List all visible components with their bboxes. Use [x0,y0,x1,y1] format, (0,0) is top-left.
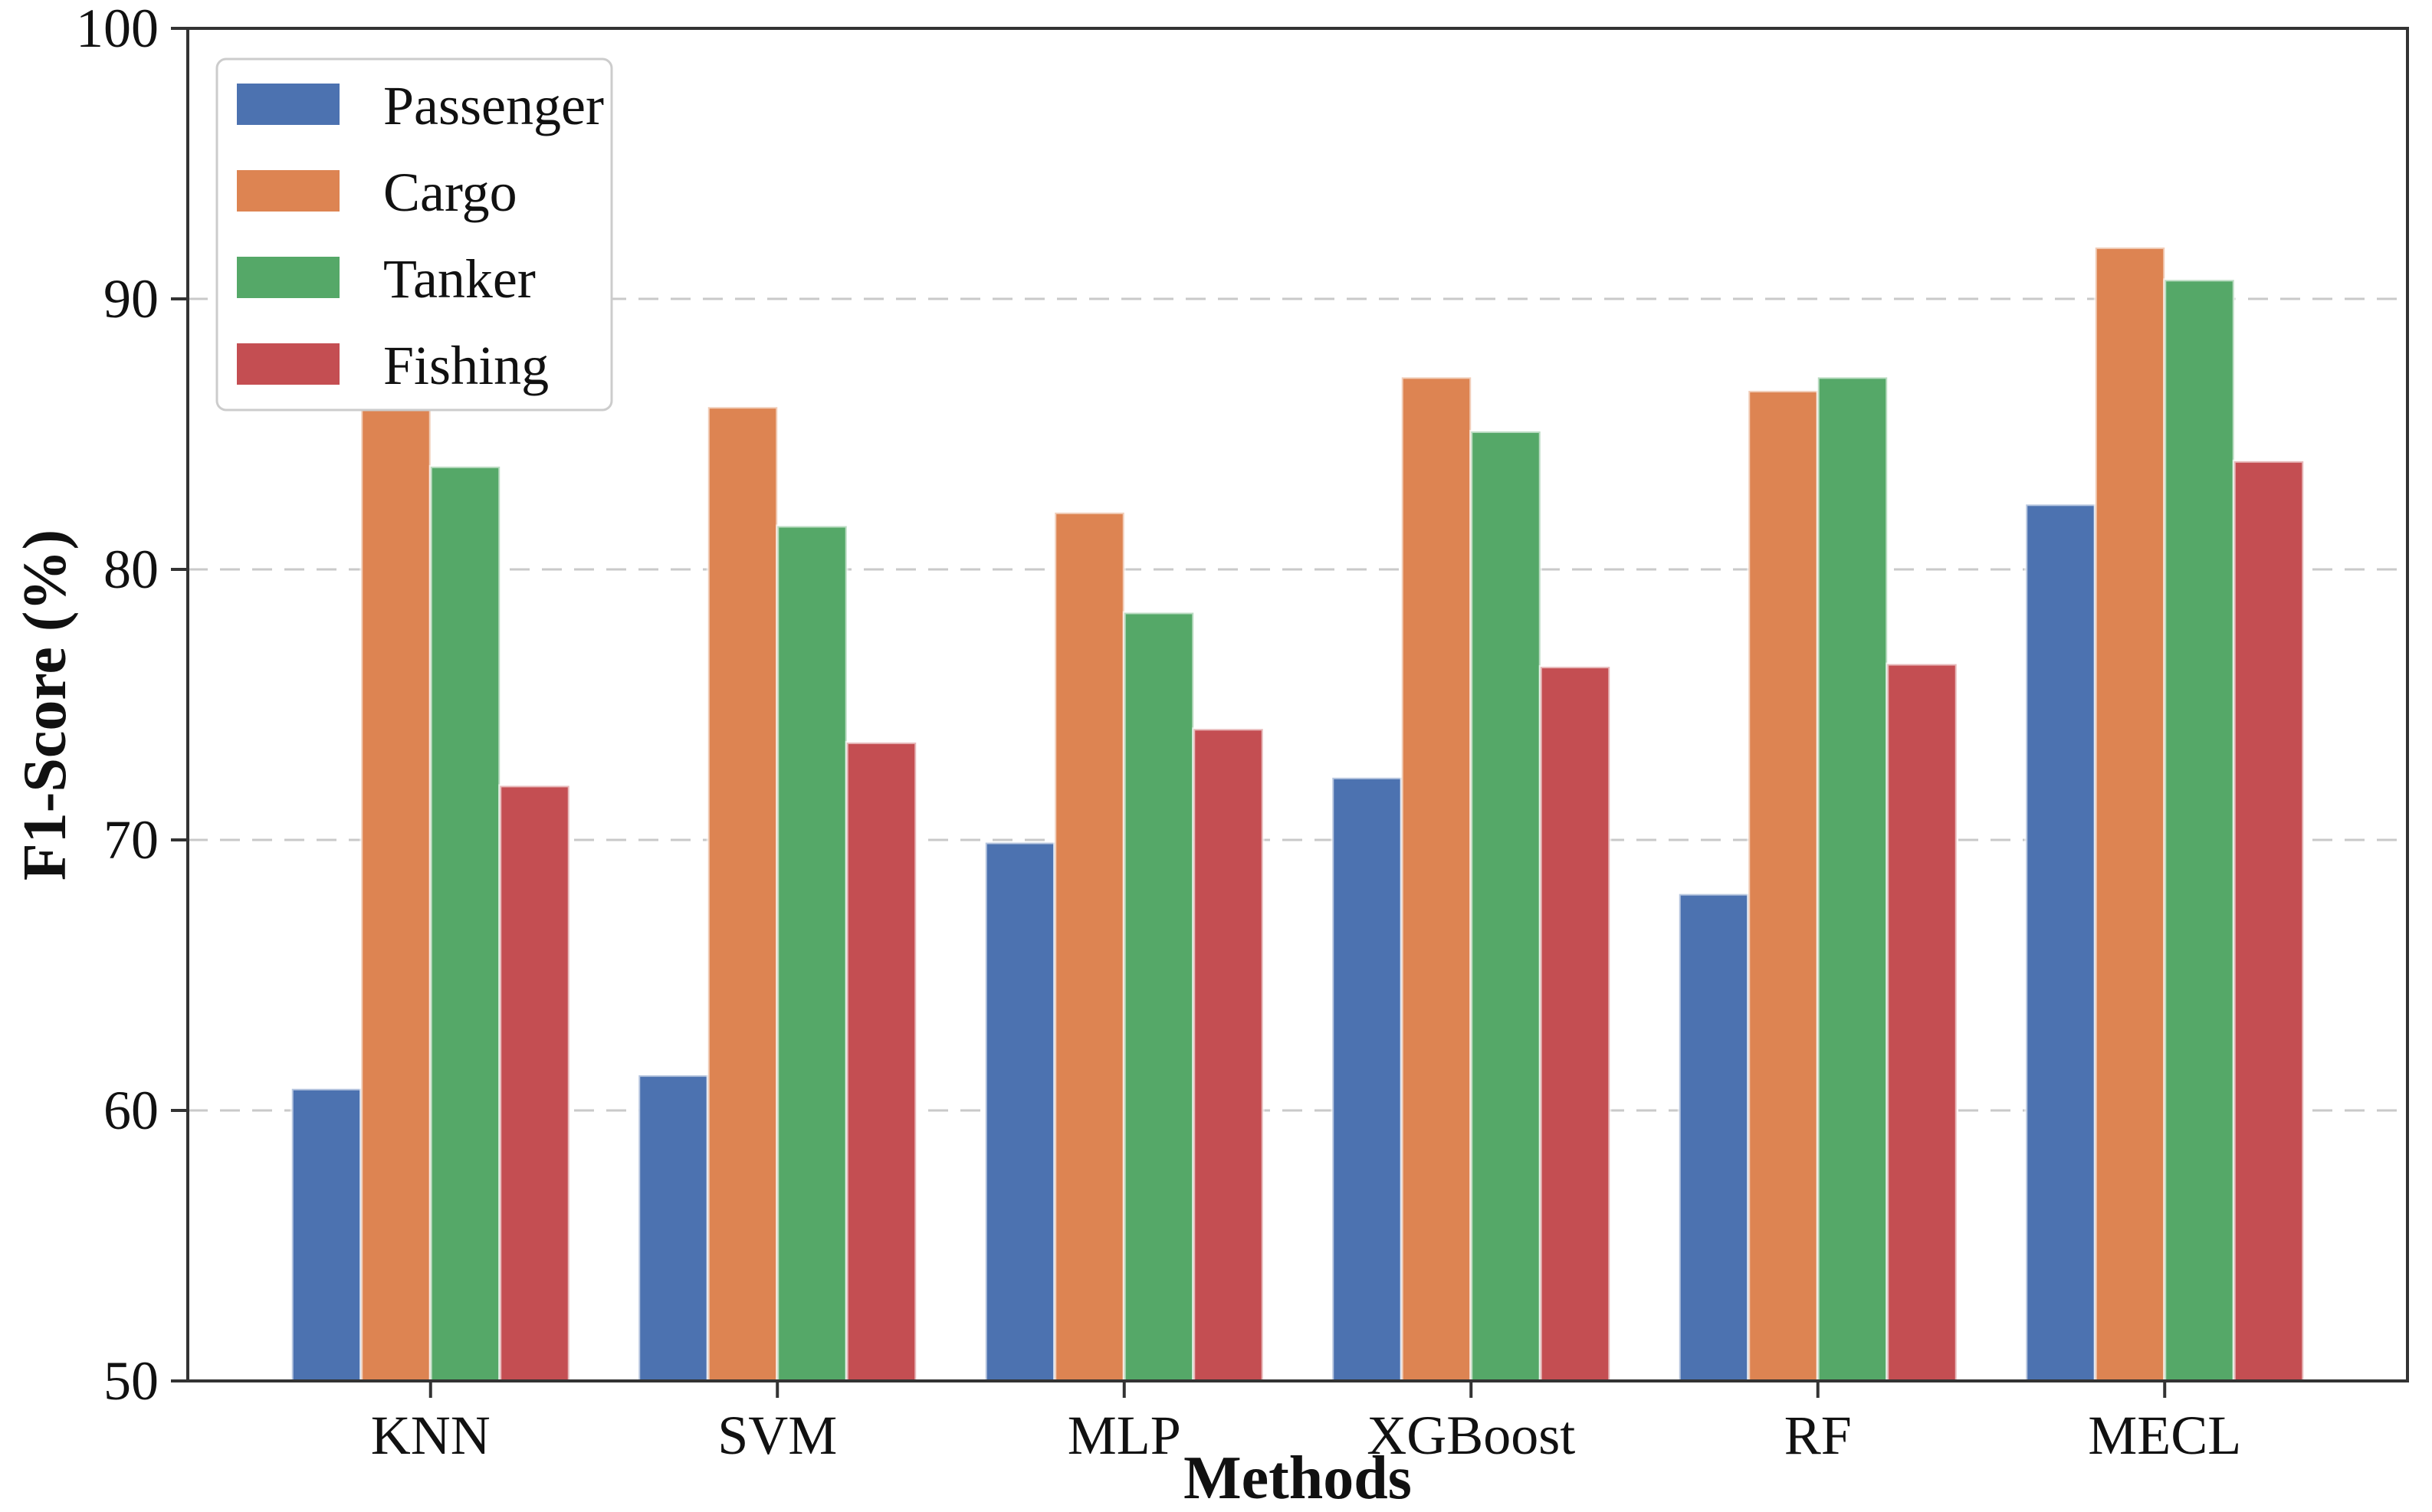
bars-layer [290,245,2306,1383]
bar-cargo-knn [359,392,432,1382]
legend-items: Passenger Cargo Tanker Fishing [237,75,604,396]
y-tick-label-80: 80 [103,539,159,600]
y-tick-label-90: 90 [103,268,159,330]
x-tick-label-mecl: MECL [2088,1405,2241,1466]
plot-border [186,27,2409,1382]
legend-swatch-tanker [237,257,340,298]
bar-fishing-mlp [1192,727,1265,1382]
bar-passenger-mlp [983,841,1057,1382]
y-tick-label-100: 100 [76,0,159,59]
bar-passenger-xgboost [1331,776,1403,1382]
legend-swatch-passenger [237,84,340,125]
bar-fishing-rf [1886,662,1958,1382]
bar-tanker-xgboost [1469,429,1542,1382]
bar-tanker-knn [428,464,502,1382]
bar-fishing-svm [845,740,918,1382]
bar-passenger-rf [1677,892,1751,1382]
bar-cargo-xgboost [1400,376,1473,1382]
bar-fishing-xgboost [1538,665,1612,1382]
bar-fishing-mecl [2232,459,2306,1382]
tick-labels-layer: 50 60 70 80 90 100 KNN SVM MLP XGBoost RF MECL [76,0,2241,1466]
y-tick-label-50: 50 [103,1350,159,1412]
bar-passenger-svm [637,1074,710,1382]
bar-cargo-mecl [2093,245,2167,1382]
bar-tanker-mlp [1122,611,1196,1382]
x-tick-label-svm: SVM [717,1405,837,1466]
bar-fishing-knn [498,784,571,1382]
x-tick-label-mlp: MLP [1068,1405,1181,1466]
bar-cargo-svm [706,405,779,1383]
x-axis-title: Methods [1183,1445,1412,1512]
legend-frame [215,57,613,412]
x-tick-label-xgboost: XGBoost [1367,1405,1575,1466]
legend-swatch-cargo [237,170,340,212]
legend-label-tanker: Tanker [383,248,536,310]
x-tick-label-rf: RF [1784,1405,1852,1466]
legend: Passenger Cargo Tanker Fishing [215,57,613,412]
legend-label-cargo: Cargo [383,162,517,223]
legend-swatch-fishing [237,343,340,385]
bar-tanker-mecl [2163,278,2236,1382]
legend-label-passenger: Passenger [383,75,604,136]
bar-cargo-mlp [1053,510,1126,1382]
bar-tanker-svm [776,524,848,1382]
bar-passenger-mecl [2024,503,2097,1382]
y-tick-label-70: 70 [103,809,159,871]
ticks-layer [171,27,2167,1398]
x-tick-label-knn: KNN [371,1405,491,1466]
bar-passenger-knn [290,1087,363,1382]
y-tick-label-60: 60 [103,1080,159,1141]
bar-tanker-rf [1816,376,1889,1382]
y-axis-title: F1-Score (%) [11,530,79,881]
legend-label-fishing: Fishing [383,335,549,396]
bar-cargo-rf [1747,389,1820,1382]
